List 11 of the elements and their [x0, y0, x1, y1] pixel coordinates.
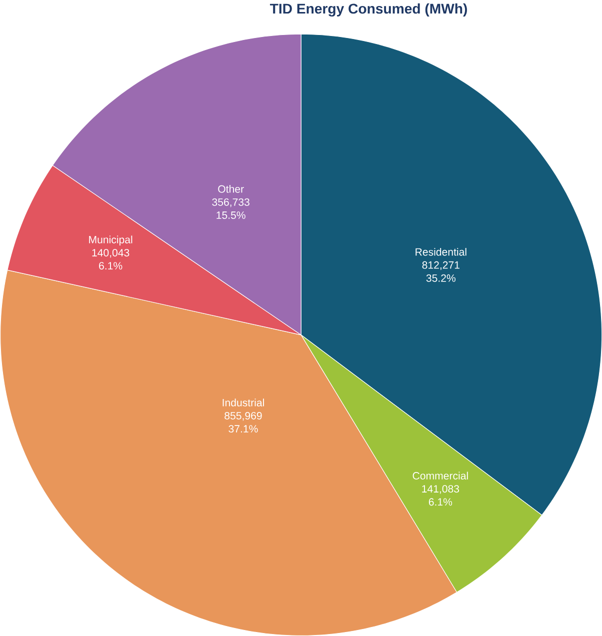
- data-label: 812,271 35.2%: [422, 261, 460, 282]
- data-label: 356,733 15.5%: [212, 198, 250, 219]
- data-label: 855,969 37.1%: [224, 412, 262, 433]
- data-label: 140,043 6.1%: [92, 248, 130, 270]
- data-label: 141,083 6.1%: [422, 485, 459, 506]
- slice-label: Municipal: [89, 236, 132, 246]
- slice-label: Industrial: [222, 398, 264, 406]
- slice-label: Residential: [416, 248, 466, 256]
- slice-label: Commercial: [412, 472, 468, 480]
- slice-label: Other: [218, 185, 244, 193]
- chart-title: TID Energy Consumed (MWh): [270, 3, 467, 17]
